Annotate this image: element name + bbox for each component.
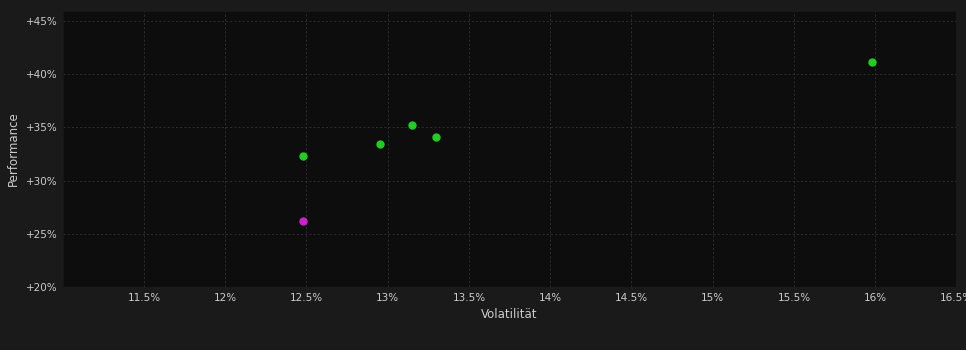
- Point: [372, 142, 387, 147]
- X-axis label: Volatilität: Volatilität: [481, 308, 538, 321]
- Point: [865, 59, 880, 64]
- Point: [296, 153, 311, 159]
- Point: [405, 122, 420, 128]
- Y-axis label: Performance: Performance: [7, 111, 20, 186]
- Point: [429, 134, 444, 140]
- Point: [296, 218, 311, 224]
